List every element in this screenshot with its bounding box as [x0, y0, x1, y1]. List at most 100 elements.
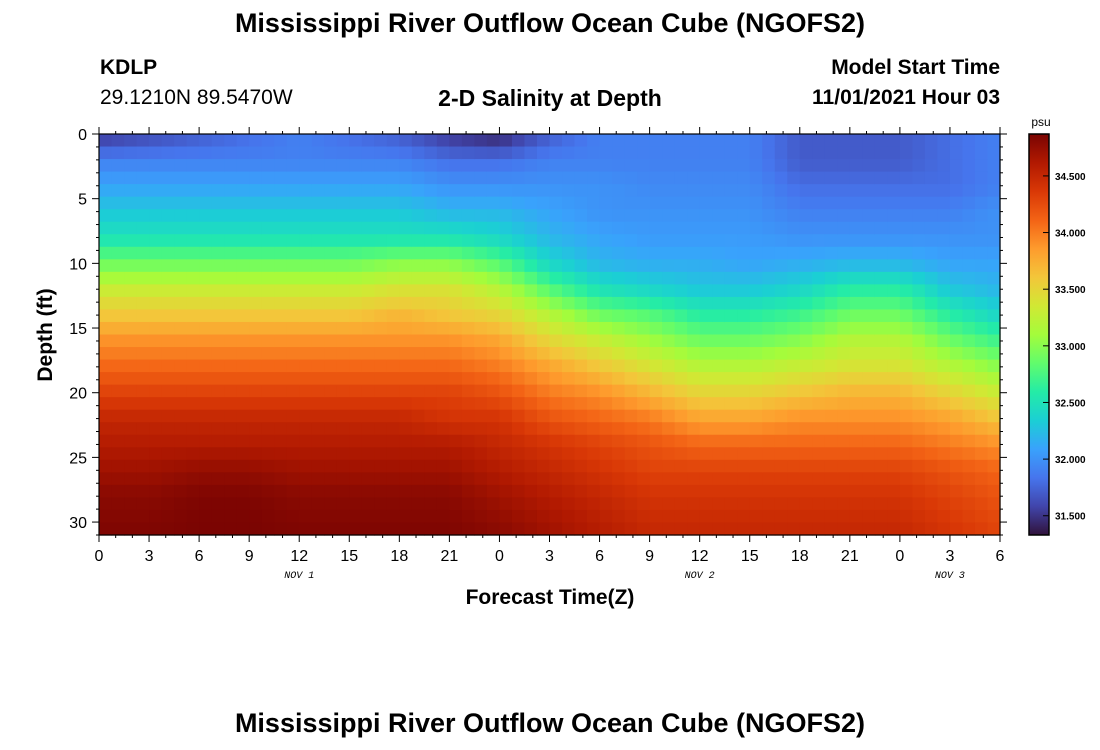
- heatmap-cell: [149, 509, 163, 524]
- heatmap-cell: [837, 246, 851, 260]
- heatmap-cell: [562, 246, 576, 260]
- heatmap-cell: [299, 397, 313, 411]
- heatmap-cell: [762, 259, 776, 273]
- heatmap-cell: [662, 372, 676, 386]
- heatmap-cell: [874, 472, 888, 486]
- heatmap-cell: [361, 359, 375, 373]
- heatmap-cell: [649, 184, 663, 198]
- heatmap-cell: [862, 522, 876, 536]
- heatmap-cell: [499, 359, 513, 373]
- heatmap-cell: [799, 246, 813, 260]
- heatmap-cell: [111, 146, 125, 160]
- heatmap-cell: [524, 347, 538, 361]
- heatmap-cell: [274, 372, 288, 386]
- heatmap-cell: [649, 472, 663, 486]
- heatmap-cell: [987, 221, 1001, 235]
- heatmap-cell: [149, 171, 163, 185]
- heatmap-cell: [749, 334, 763, 348]
- heatmap-cell: [974, 246, 989, 260]
- heatmap-cell: [624, 472, 638, 486]
- heatmap-cell: [261, 234, 275, 248]
- heatmap-cell: [837, 347, 851, 361]
- heatmap-cell: [361, 484, 375, 499]
- heatmap-cell: [224, 321, 238, 336]
- colorbar-unit: psu: [1031, 115, 1050, 129]
- heatmap-cell: [574, 171, 588, 185]
- heatmap-cell: [274, 171, 288, 185]
- heatmap-cell: [211, 459, 225, 473]
- heatmap-cell: [924, 409, 939, 423]
- heatmap-cell: [261, 434, 275, 448]
- heatmap-cell: [737, 459, 751, 473]
- heatmap-cell: [874, 384, 888, 398]
- heatmap-cell: [699, 296, 713, 311]
- heatmap-cell: [774, 271, 788, 285]
- heatmap-cell: [624, 321, 638, 336]
- heatmap-cell: [149, 522, 163, 536]
- heatmap-cell: [499, 384, 513, 398]
- heatmap-cell: [99, 271, 113, 285]
- heatmap-cell: [874, 309, 888, 323]
- heatmap-cell: [536, 209, 551, 223]
- heatmap-cell: [349, 409, 363, 423]
- y-tick-label: 30: [69, 515, 87, 532]
- heatmap-cell: [336, 246, 350, 260]
- heatmap-cell: [449, 159, 463, 173]
- heatmap-cell: [436, 209, 450, 223]
- heatmap-cell: [136, 372, 150, 386]
- heatmap-cell: [762, 184, 776, 198]
- heatmap-cell: [562, 234, 576, 248]
- heatmap-cell: [637, 522, 651, 536]
- heatmap-cell: [499, 221, 513, 235]
- heatmap-cell: [99, 296, 113, 311]
- heatmap-cell: [336, 134, 350, 148]
- heatmap-cell: [324, 359, 338, 373]
- heatmap-cell: [924, 484, 939, 499]
- heatmap-cell: [837, 196, 851, 210]
- heatmap-cell: [324, 334, 338, 348]
- heatmap-cell: [224, 472, 238, 486]
- heatmap-cell: [124, 384, 138, 398]
- heatmap-cell: [261, 447, 275, 461]
- heatmap-cell: [524, 497, 538, 511]
- heatmap-cell: [299, 296, 313, 311]
- heatmap-cell: [224, 384, 238, 398]
- heatmap-cell: [674, 409, 688, 423]
- heatmap-cell: [174, 221, 188, 235]
- heatmap-cell: [461, 259, 476, 273]
- heatmap-cell: [324, 221, 338, 235]
- heatmap-cell: [699, 221, 713, 235]
- heatmap-cell: [674, 259, 688, 273]
- heatmap-cell: [612, 497, 626, 511]
- heatmap-cell: [124, 309, 138, 323]
- heatmap-cell: [411, 359, 425, 373]
- heatmap-cell: [511, 209, 526, 223]
- x-tick-label: 21: [440, 548, 458, 565]
- heatmap-cell: [799, 434, 813, 448]
- heatmap-cell: [224, 497, 238, 511]
- heatmap-cell: [849, 472, 863, 486]
- heatmap-cell: [574, 246, 588, 260]
- heatmap-cell: [824, 234, 838, 248]
- heatmap-cell: [286, 309, 300, 323]
- heatmap-cell: [311, 497, 325, 511]
- heatmap-cell: [612, 234, 626, 248]
- heatmap-cell: [937, 372, 951, 386]
- heatmap-cell: [987, 359, 1001, 373]
- heatmap-cell: [274, 209, 288, 223]
- heatmap-cell: [236, 472, 250, 486]
- heatmap-cell: [336, 284, 350, 298]
- heatmap-cell: [199, 196, 213, 210]
- heatmap-cell: [161, 159, 175, 173]
- heatmap-cell: [174, 384, 188, 398]
- heatmap-cell: [499, 234, 513, 248]
- heatmap-cell: [687, 259, 701, 273]
- heatmap-cell: [549, 159, 563, 173]
- heatmap-cell: [224, 246, 238, 260]
- heatmap-cell: [587, 447, 601, 461]
- heatmap-cell: [186, 347, 200, 361]
- heatmap-cell: [637, 509, 651, 524]
- heatmap-cell: [311, 359, 325, 373]
- heatmap-cell: [762, 459, 776, 473]
- heatmap-cell: [637, 309, 651, 323]
